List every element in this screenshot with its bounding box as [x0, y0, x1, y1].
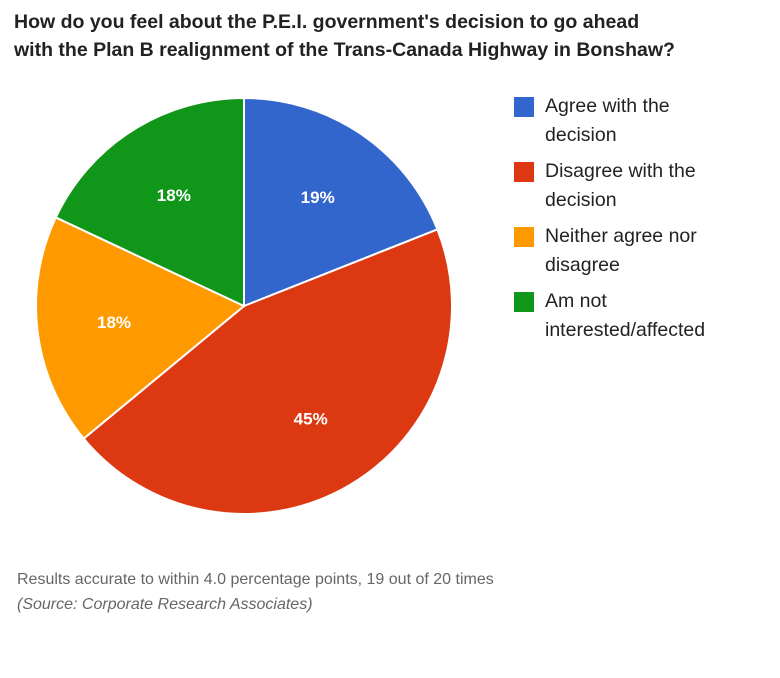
legend-item-agree: Agree with the decision — [514, 92, 774, 157]
legend-item-not-interested: Am not interested/affected — [514, 287, 774, 352]
pie-label-not-interested: 18% — [157, 186, 191, 205]
source-note: (Source: Corporate Research Associates) — [17, 596, 313, 613]
legend-label-agree: Agree with the decision — [545, 95, 670, 146]
chart-title-line-2: with the Plan B realignment of the Trans… — [14, 39, 675, 61]
pie-label-neither: 18% — [97, 313, 131, 332]
chart-title-line-1: How do you feel about the P.E.I. governm… — [14, 11, 640, 33]
pie-slice-disagree — [82, 228, 453, 515]
legend-item-neither: Neither agree nor disagree — [514, 222, 774, 287]
legend-swatch-agree — [514, 97, 534, 117]
legend-swatch-disagree — [514, 162, 534, 182]
legend-swatch-not-interested — [514, 292, 534, 312]
pie-label-disagree: 45% — [294, 409, 328, 428]
legend-label-not-interested: Am not interested/affected — [545, 290, 706, 341]
accuracy-note: Results accurate to within 4.0 percentag… — [17, 571, 494, 588]
pie-label-agree: 19% — [301, 188, 335, 207]
pie-slice-neither — [35, 216, 246, 440]
chart-title: How do you feel about the P.E.I. governm… — [14, 8, 774, 64]
chart-legend: Agree with the decision Disagree with th… — [514, 92, 774, 352]
pie-slice-not-interested — [54, 96, 245, 308]
pie-slice-agree — [243, 96, 439, 308]
legend-swatch-neither — [514, 227, 534, 247]
legend-label-disagree: Disagree with the decision — [545, 160, 696, 211]
legend-item-disagree: Disagree with the decision — [514, 157, 774, 222]
pie-chart: 19% 45% 18% 18% — [35, 96, 453, 515]
chart-footer: Results accurate to within 4.0 percentag… — [17, 567, 494, 617]
legend-label-neither: Neither agree nor disagree — [545, 225, 697, 276]
